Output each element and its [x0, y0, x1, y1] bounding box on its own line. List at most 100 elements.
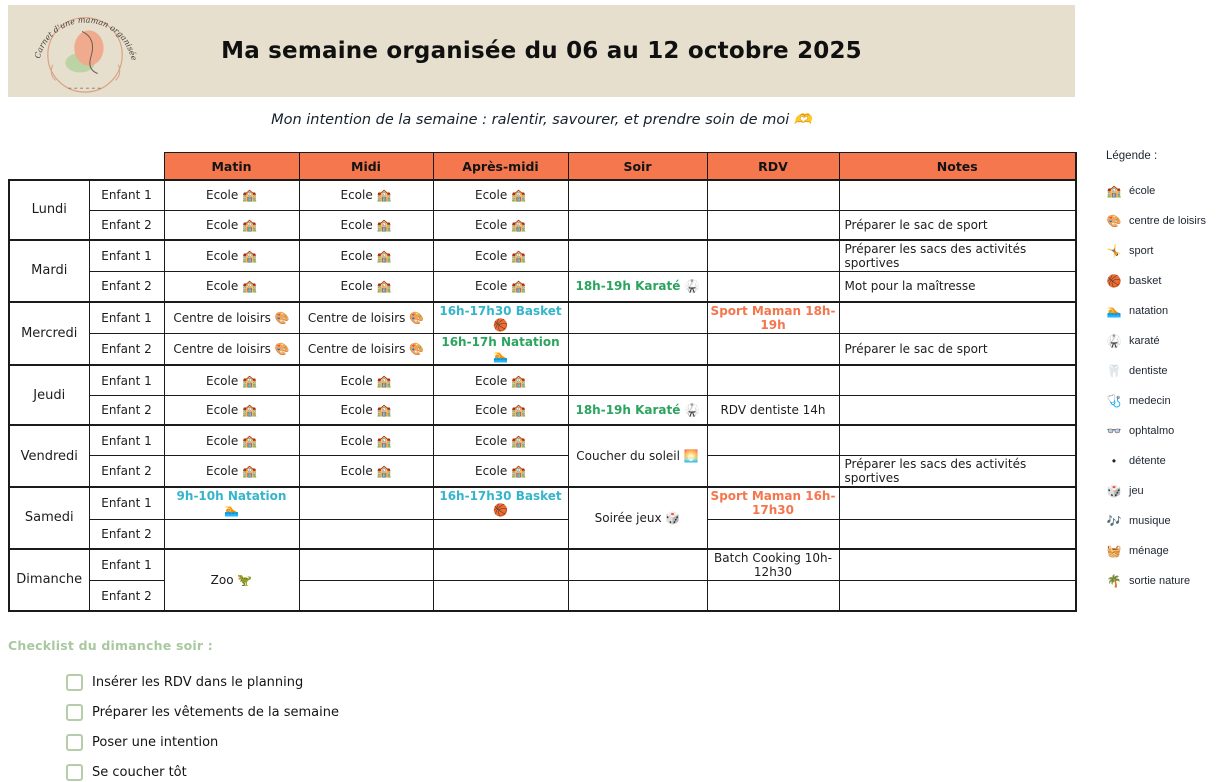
- legend-item: 🏀 basket: [1106, 266, 1224, 296]
- checkbox[interactable]: [66, 673, 83, 691]
- logo-face-shape: [74, 30, 104, 66]
- column-header-matin: Matin: [163, 152, 300, 181]
- table-header-row: Matin Midi Après-midi Soir RDV Notes: [9, 152, 1077, 181]
- planner-cell: Ecole 🏫: [298, 271, 434, 303]
- table-row: Enfant 2 Ecole 🏫 Ecole 🏫 Ecole 🏫 Prépare…: [9, 454, 1077, 488]
- day-label-mercredi: Mercredi: [8, 300, 90, 366]
- planner-cell: [163, 518, 300, 550]
- table-row: Dimanche Enfant 1 Zoo 🦖 Batch Cooking 10…: [8, 548, 1077, 612]
- child-label: Enfant 2: [88, 333, 165, 366]
- legend-item: 🤸 sport: [1106, 236, 1224, 266]
- legend-label: ménage: [1129, 545, 1169, 557]
- checklist-item-label: Préparer les vêtements de la semaine: [92, 704, 339, 720]
- brand-logo: Carnet d'une maman organisée: [33, 15, 139, 93]
- planner-cell-natation: 16h-17h Natation 🏊: [432, 333, 569, 366]
- planner-cell: [432, 548, 569, 582]
- planner-cell-coucher-du-soleil: Coucher du soleil 🌅: [567, 424, 708, 488]
- planner-cell: Centre de loisirs 🎨: [163, 300, 300, 335]
- planner-cell: Centre de loisirs 🎨: [298, 300, 434, 335]
- planner-cell: [838, 580, 1077, 612]
- child-label: Enfant 1: [88, 179, 165, 211]
- child-label: Enfant 2: [88, 271, 165, 303]
- legend-title: Légende :: [1106, 150, 1158, 162]
- legend-item: 🎨 centre de loisirs: [1106, 206, 1224, 236]
- child-label: Enfant 1: [88, 364, 165, 396]
- checkbox[interactable]: [66, 733, 83, 751]
- planner-cell: Ecole 🏫: [298, 239, 434, 273]
- day-label-samedi: Samedi: [8, 486, 90, 550]
- column-header-apres-midi: Après-midi: [432, 152, 569, 181]
- planner-cell: [567, 239, 708, 273]
- planner-cell: [838, 300, 1077, 335]
- child-label: Enfant 1: [88, 548, 165, 582]
- planner-cell: [838, 424, 1077, 456]
- planner-cell: Centre de loisirs 🎨: [163, 333, 300, 366]
- planner-cell: Ecole 🏫: [432, 454, 569, 488]
- checkbox[interactable]: [66, 763, 83, 781]
- child-label: Enfant 1: [88, 300, 165, 335]
- table-row: Jeudi Enfant 1 Ecole 🏫 Ecole 🏫 Ecole 🏫: [8, 364, 1077, 426]
- school-icon: 🏫: [1106, 184, 1122, 198]
- planner-cell: [706, 454, 840, 488]
- weekly-intention-text: Mon intention de la semaine : ralentir, …: [271, 112, 812, 128]
- sunday-checklist: Checklist du dimanche soir : Insérer les…: [8, 638, 528, 782]
- header-banner: Ma semaine organisée du 06 au 12 octobre…: [8, 5, 1075, 97]
- planner-cell-soiree-jeux: Soirée jeux 🎲: [567, 486, 708, 550]
- planner-cell: Ecole 🏫: [163, 239, 300, 273]
- planner-cell-dentiste: RDV dentiste 14h: [706, 394, 840, 426]
- laundry-basket-icon: 🧺: [1106, 544, 1122, 558]
- planner-cell: Ecole 🏫: [298, 179, 434, 211]
- legend-item: 🌴 sortie nature: [1106, 566, 1224, 596]
- day-label-lundi: Lundi: [8, 179, 90, 241]
- planner-cell: [706, 333, 840, 366]
- planner-cell: Ecole 🏫: [432, 424, 569, 456]
- child-label: Enfant 2: [88, 394, 165, 426]
- planner-cell-batch-cooking: Batch Cooking 10h-12h30: [706, 548, 840, 582]
- dice-icon: 🎲: [1106, 484, 1122, 498]
- checklist-item: Poser une intention: [66, 727, 528, 757]
- checklist-item-label: Se coucher tôt: [92, 764, 187, 780]
- planner-cell: [706, 209, 840, 241]
- planner-cell: Ecole 🏫: [432, 209, 569, 241]
- planner-cell: [706, 518, 840, 550]
- planner-cell: Centre de loisirs 🎨: [298, 333, 434, 366]
- legend-label: centre de loisirs: [1129, 215, 1207, 227]
- legend-item: 🏊 natation: [1106, 296, 1224, 326]
- day-label-mardi: Mardi: [8, 239, 90, 303]
- legend-label: medecin: [1129, 395, 1171, 407]
- planner-cell: Préparer le sac de sport: [838, 333, 1077, 366]
- checklist-item: Préparer les vêtements de la semaine: [66, 697, 528, 727]
- legend-label: basket: [1129, 275, 1162, 287]
- day-label-dimanche: Dimanche: [8, 548, 90, 612]
- planner-cell: [432, 518, 569, 550]
- table-row: Enfant 2 Ecole 🏫 Ecole 🏫 Ecole 🏫 18h-19h…: [9, 271, 1077, 303]
- child-label: Enfant 2: [88, 209, 165, 241]
- child-label: Enfant 1: [88, 239, 165, 273]
- legend-label: natation: [1129, 305, 1169, 317]
- child-label: Enfant 2: [88, 518, 165, 550]
- planner-cell: Ecole 🏫: [432, 271, 569, 303]
- checkbox[interactable]: [66, 703, 83, 721]
- tooth-icon: 🦷: [1106, 364, 1122, 378]
- table-row: Mercredi Enfant 1 Centre de loisirs 🎨 Ce…: [8, 300, 1077, 366]
- planner-cell: [706, 179, 840, 211]
- planner-cell-karate: 18h-19h Karaté 🥋: [567, 394, 708, 426]
- legend-item: • détente: [1106, 446, 1224, 476]
- planner-cell-natation: 9h-10h Natation 🏊: [163, 486, 300, 520]
- column-header-notes: Notes: [838, 152, 1077, 181]
- planner-cell: [567, 580, 708, 612]
- legend-item: 🦷 dentiste: [1106, 356, 1224, 386]
- legend-label: sortie nature: [1129, 575, 1191, 587]
- planner-cell: [567, 179, 708, 211]
- planner-cell: [838, 486, 1077, 520]
- planner-cell: [298, 518, 434, 550]
- planner-cell: [838, 179, 1077, 211]
- planner-cell: [298, 580, 434, 612]
- page-title: Ma semaine organisée du 06 au 12 octobre…: [221, 38, 862, 64]
- swimmer-icon: 🏊: [1106, 304, 1122, 318]
- legend-label: dentiste: [1129, 365, 1168, 377]
- column-header-rdv: RDV: [706, 152, 840, 181]
- planner-cell: Ecole 🏫: [163, 179, 300, 211]
- table-row: Mardi Enfant 1 Ecole 🏫 Ecole 🏫 Ecole 🏫 P…: [8, 239, 1077, 303]
